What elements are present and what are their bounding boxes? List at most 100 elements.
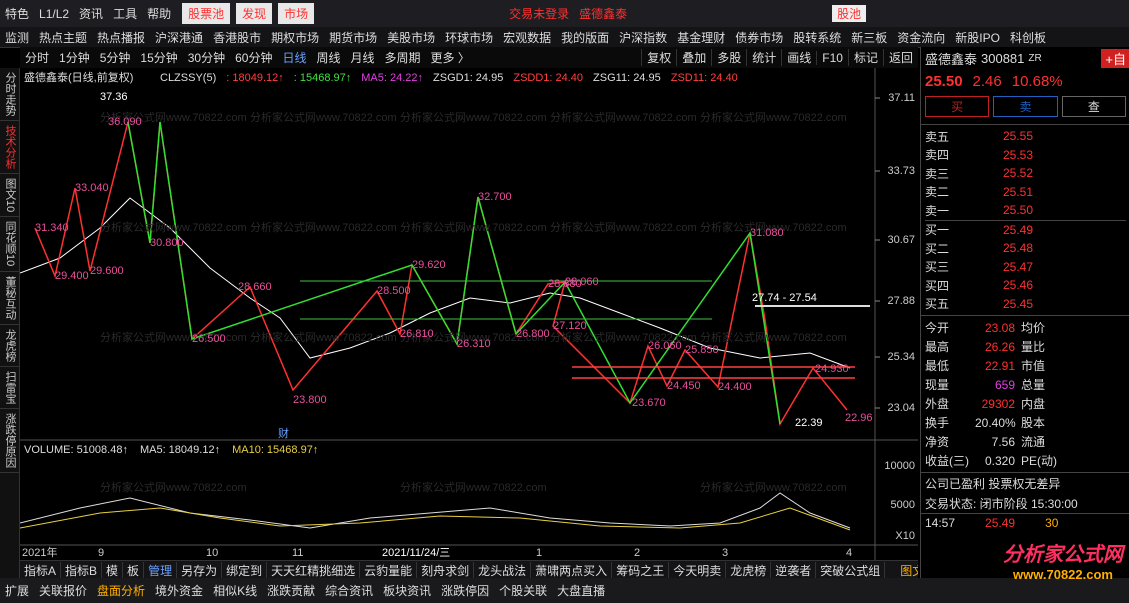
footer-item[interactable]: 盘面分析: [97, 584, 146, 598]
nav-item[interactable]: 期货市场: [329, 30, 378, 45]
indicator-tab[interactable]: 指标A: [20, 561, 62, 579]
side-toggle[interactable]: 图文F10: [900, 563, 918, 578]
footer-item[interactable]: 个股关联: [499, 584, 548, 598]
side-tab[interactable]: 同花顺10: [0, 217, 20, 272]
indicator-tab[interactable]: 逆袭者: [771, 561, 817, 579]
annotation: 26.500: [192, 333, 226, 345]
side-tab[interactable]: 技术分析: [0, 121, 20, 174]
book-row: 卖四 25.53: [925, 146, 1126, 165]
footer-item[interactable]: 关联报价: [39, 584, 88, 598]
nav-item[interactable]: 债券市场: [735, 30, 784, 45]
trade-button[interactable]: 卖: [993, 96, 1058, 117]
indicator-tab[interactable]: 筹码之王: [612, 561, 670, 579]
period-button[interactable]: 60分钟: [235, 51, 273, 65]
nav-item[interactable]: 沪深港通: [155, 30, 204, 45]
period-button[interactable]: 更多 〉: [430, 51, 470, 65]
menu-item[interactable]: 工具: [113, 7, 138, 21]
indicator-tab[interactable]: 指标B: [61, 561, 103, 579]
tool-button[interactable]: 多股: [711, 49, 746, 66]
indicator-tab[interactable]: 萧啸两点买入: [531, 561, 613, 579]
indicator-tab[interactable]: 云豹量能: [360, 561, 418, 579]
menu-item[interactable]: 资讯: [79, 7, 104, 21]
footer-item[interactable]: 综合资讯: [325, 584, 374, 598]
period-button[interactable]: 1分钟: [59, 51, 90, 65]
period-button[interactable]: 月线: [350, 51, 375, 65]
side-tab[interactable]: 扫雷宝: [0, 367, 20, 409]
nav-item[interactable]: 科创板: [1009, 30, 1046, 45]
nav-item[interactable]: 热点播报: [97, 30, 146, 45]
footer-item[interactable]: 涨跌停因: [441, 584, 490, 598]
side-tab[interactable]: 分时走势: [0, 68, 20, 121]
period-button[interactable]: 分时: [25, 51, 50, 65]
book-side: 买三: [925, 260, 950, 275]
trade-button[interactable]: 买: [925, 96, 990, 117]
menu-tab[interactable]: 股票池: [182, 3, 231, 24]
indicator-tab[interactable]: 绑定到: [222, 561, 268, 579]
menu-item[interactable]: 帮助: [147, 7, 172, 21]
book-price: 25.48: [1003, 241, 1034, 256]
indicator-tab[interactable]: 龙头战法: [474, 561, 532, 579]
tick-cell: 14:57: [925, 516, 956, 530]
book-price: 25.46: [1003, 278, 1034, 293]
book-row: 卖三 25.52: [925, 164, 1126, 183]
tool-button[interactable]: 叠加: [676, 49, 711, 66]
nav-item[interactable]: 宏观数据: [503, 30, 552, 45]
nav-item[interactable]: 资金流向: [897, 30, 946, 45]
indicator-tab[interactable]: 另存为: [177, 561, 223, 579]
trade-button[interactable]: 查: [1061, 96, 1126, 117]
period-button[interactable]: 多周期: [384, 51, 421, 65]
annotation: 28.060: [565, 276, 599, 288]
nav-item[interactable]: 股转系统: [793, 30, 842, 45]
menu-tab[interactable]: 发现: [236, 3, 273, 24]
nav-item[interactable]: 我的版面: [561, 30, 610, 45]
tool-button[interactable]: 统计: [746, 49, 781, 66]
pool-button[interactable]: 股池: [832, 5, 867, 22]
nav-item[interactable]: 新股IPO: [955, 30, 1000, 45]
side-tab[interactable]: 涨跌停原因: [0, 409, 20, 473]
nav-item[interactable]: 香港股市: [213, 30, 262, 45]
indicator-tab[interactable]: 管理: [144, 561, 178, 579]
indicator-tab[interactable]: 板: [123, 561, 145, 579]
tool-button[interactable]: 标记: [847, 49, 883, 66]
add-watch[interactable]: +自: [1101, 48, 1129, 68]
footer-item[interactable]: 涨跌贡献: [267, 584, 316, 598]
indicator-tab[interactable]: 天天红精挑细选: [267, 561, 361, 579]
footer-item[interactable]: 大盘直播: [557, 584, 606, 598]
footer-item[interactable]: 板块资讯: [383, 584, 432, 598]
period-button[interactable]: 日线: [282, 51, 307, 65]
side-tab[interactable]: 图文10: [0, 174, 20, 218]
footer-item[interactable]: 相似K线: [213, 584, 258, 598]
indicator-tab[interactable]: 突破公式组: [816, 561, 886, 579]
indicator-tabs: 指标A 指标B 模板管理 另存为 绑定到 天天红精挑细选 云豹量能 刻舟求剑 龙头战法 萧啸两点买…: [20, 560, 918, 579]
annotation: 23.670: [632, 397, 666, 409]
tool-button[interactable]: F10: [816, 50, 848, 65]
footer-item[interactable]: 扩展: [5, 584, 30, 598]
tool-button[interactable]: 返回: [882, 49, 918, 66]
nav-item[interactable]: 新三板: [851, 30, 888, 45]
period-button[interactable]: 30分钟: [187, 51, 226, 65]
indicator-tab[interactable]: 刻舟求剑: [417, 561, 475, 579]
period-button[interactable]: 15分钟: [140, 51, 178, 65]
tool-button[interactable]: 复权: [641, 49, 676, 66]
side-tab[interactable]: 龙虎榜: [0, 325, 20, 367]
nav-item[interactable]: 监测: [5, 30, 30, 45]
menu-tab[interactable]: 市场: [278, 3, 315, 24]
footer-item[interactable]: 境外资金: [155, 584, 204, 598]
stat-label2: 市值: [1021, 359, 1046, 373]
indicator-tab[interactable]: 模: [102, 561, 124, 579]
nav-item[interactable]: 热点主题: [39, 30, 88, 45]
indicator-tab[interactable]: 今天明卖: [669, 561, 727, 579]
watermark: 分析家公式网www.70822.com: [100, 330, 247, 344]
period-button[interactable]: 周线: [316, 51, 341, 65]
tool-button[interactable]: 画线: [781, 49, 816, 66]
menu-item[interactable]: L1/L2: [39, 6, 70, 21]
side-tab[interactable]: 董秘互动: [0, 272, 20, 325]
nav-item[interactable]: 基金理财: [677, 30, 726, 45]
nav-item[interactable]: 美股市场: [387, 30, 436, 45]
period-button[interactable]: 5分钟: [99, 51, 131, 65]
indicator-tab[interactable]: 龙虎榜: [726, 561, 772, 579]
nav-item[interactable]: 期权市场: [271, 30, 320, 45]
menu-item[interactable]: 特色: [5, 7, 30, 21]
nav-item[interactable]: 环球市场: [445, 30, 494, 45]
nav-item[interactable]: 沪深指数: [619, 30, 668, 45]
